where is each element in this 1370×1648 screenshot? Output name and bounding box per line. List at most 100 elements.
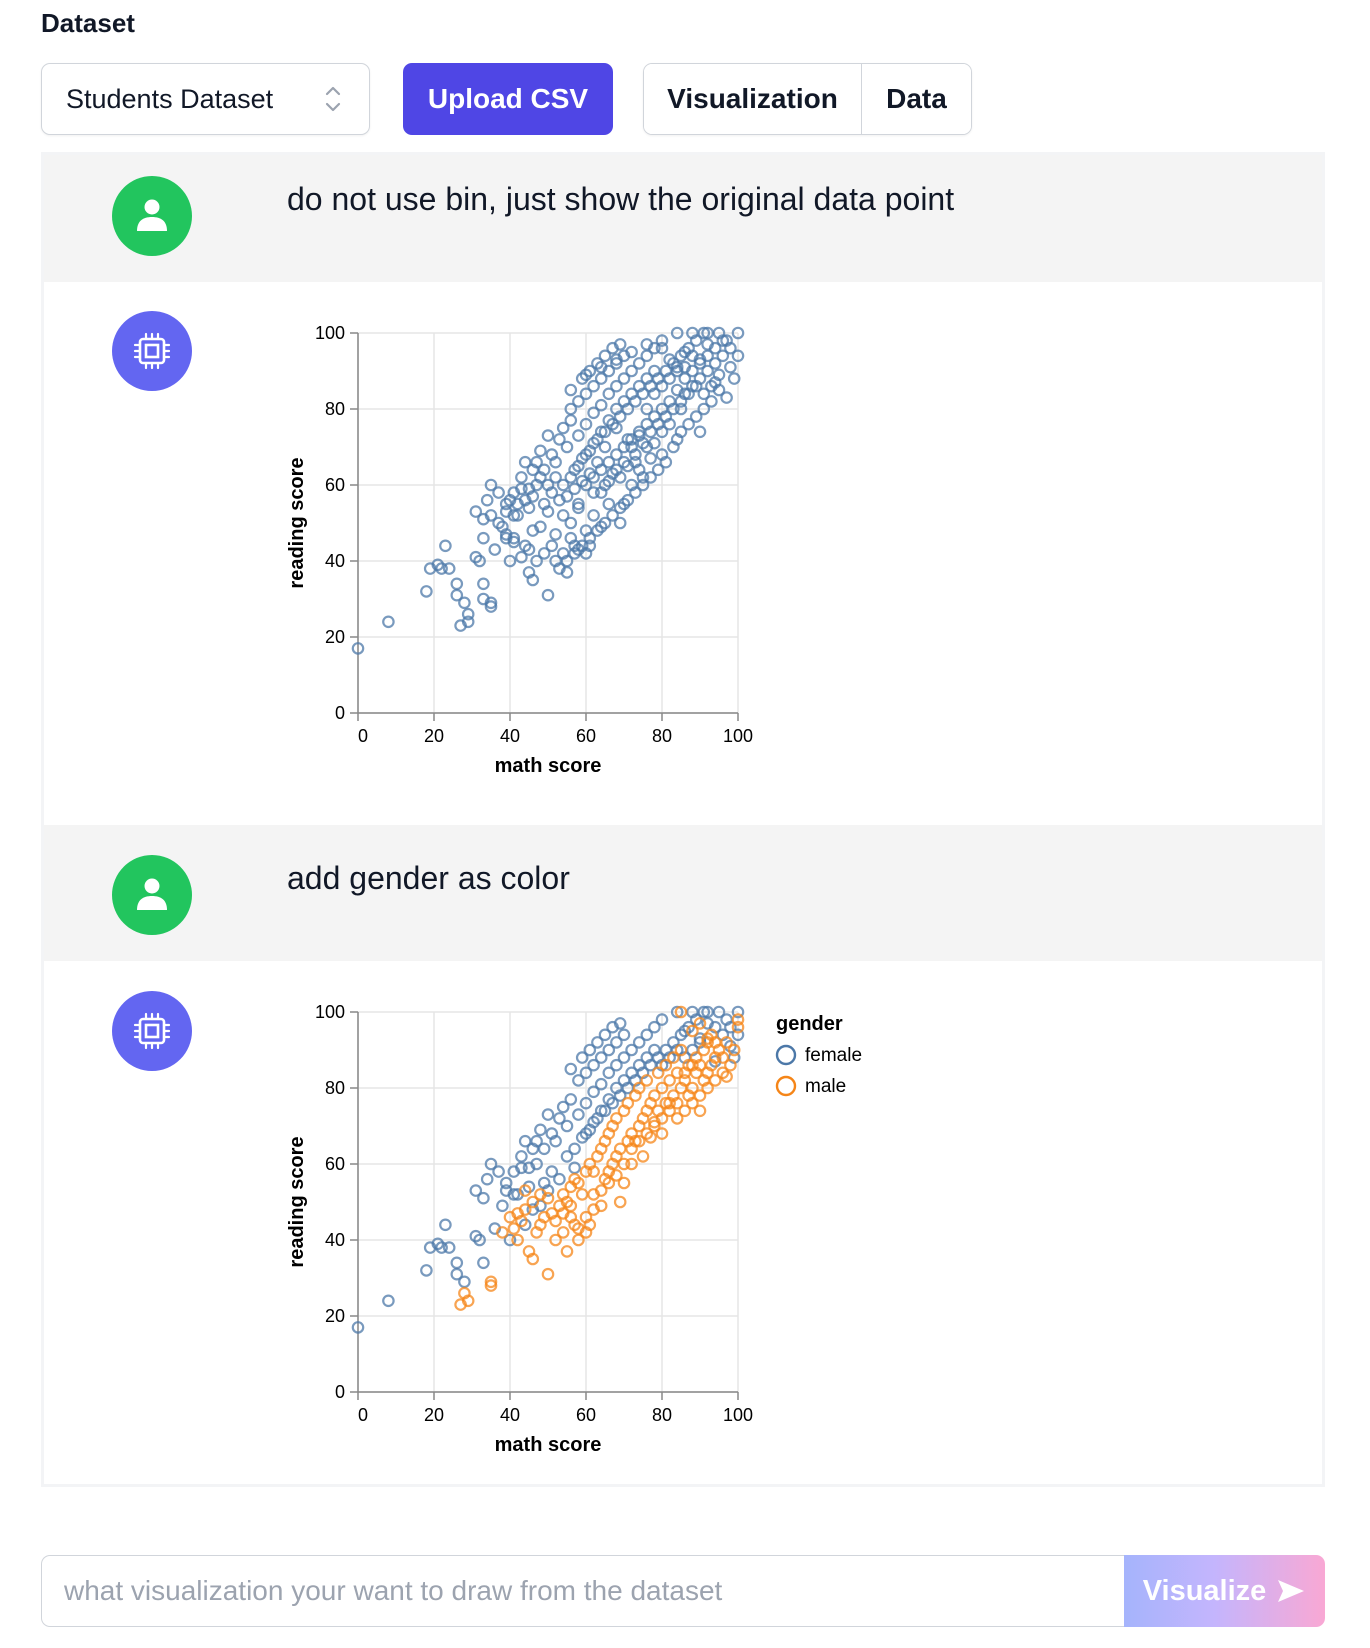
data-point: [442, 1241, 456, 1254]
data-point: [674, 395, 688, 408]
visualize-button-label: Visualize: [1142, 1574, 1267, 1607]
visualize-button[interactable]: Visualize: [1124, 1555, 1325, 1627]
data-point: [511, 1207, 524, 1220]
data-point: [541, 588, 555, 602]
data-point: [663, 353, 676, 366]
data-point: [537, 547, 551, 560]
data-point: [572, 429, 585, 442]
data-point: [697, 402, 711, 416]
x-tick-label: 40: [500, 1405, 520, 1425]
data-point: [594, 520, 608, 534]
data-point: [553, 1112, 566, 1125]
x-tick-label: 60: [576, 726, 596, 746]
data-point: [648, 1020, 661, 1034]
data-point: [583, 531, 597, 545]
data-point: [545, 1127, 559, 1140]
cpu-chip-icon: [133, 1012, 171, 1050]
data-point: [632, 357, 646, 370]
data-point: [473, 554, 486, 568]
data-point: [716, 334, 730, 347]
data-point: [610, 357, 623, 370]
dataset-select-value: Students Dataset: [66, 83, 274, 114]
data-point: [560, 1150, 574, 1163]
data-point: [697, 1005, 711, 1019]
data-point: [522, 543, 536, 556]
chevron-up-down-icon: [325, 86, 341, 112]
data-point: [727, 372, 741, 385]
data-point: [720, 1070, 733, 1083]
data-point: [568, 539, 581, 553]
data-point: [518, 1218, 532, 1232]
data-point: [594, 360, 608, 374]
assistant-avatar: [112, 311, 192, 391]
data-point: [435, 1241, 448, 1254]
upload-csv-button[interactable]: Upload CSV: [403, 63, 613, 135]
data-point: [587, 1085, 600, 1099]
data-point: [629, 448, 642, 461]
dataset-select[interactable]: Students Dataset: [41, 63, 370, 135]
data-point: [674, 349, 688, 363]
data-point: [575, 539, 589, 553]
data-point: [549, 1214, 562, 1228]
data-point: [591, 1036, 604, 1049]
data-point: [575, 1051, 589, 1064]
data-point: [568, 482, 581, 496]
data-point: [477, 1191, 490, 1205]
data-point: [731, 326, 745, 340]
data-point: [568, 463, 581, 477]
data-point: [731, 349, 745, 363]
user-message-text: do not use bin, just show the original d…: [287, 181, 955, 217]
prompt-bar: Visualize: [41, 1555, 1325, 1627]
data-point: [667, 402, 680, 416]
data-point: [450, 1256, 464, 1270]
data-point: [602, 1066, 616, 1080]
tab-visualization[interactable]: Visualization: [644, 64, 862, 134]
data-point: [492, 516, 505, 530]
data-point: [484, 509, 498, 522]
data-point: [450, 577, 464, 591]
data-point: [545, 1165, 559, 1178]
data-point: [351, 1321, 365, 1334]
data-point: [469, 505, 483, 518]
data-point: [686, 1024, 699, 1038]
dataset-label: Dataset: [41, 8, 135, 38]
data-point: [579, 1127, 593, 1140]
data-point: [617, 455, 631, 469]
data-point: [575, 1131, 589, 1144]
data-point: [697, 326, 711, 340]
data-point: [701, 1032, 714, 1045]
data-point: [689, 1013, 703, 1026]
data-point: [613, 471, 627, 484]
data-point: [716, 1051, 730, 1064]
data-point: [583, 364, 597, 378]
data-point: [496, 1199, 509, 1213]
data-point: [522, 1161, 536, 1175]
data-point: [587, 1203, 600, 1216]
data-point: [648, 1089, 661, 1102]
data-point: [461, 1294, 475, 1308]
data-point: [572, 395, 585, 408]
data-point: [579, 417, 593, 431]
data-point: [594, 1184, 608, 1197]
data-point: [549, 528, 562, 541]
data-point: [556, 478, 570, 492]
data-point: [598, 478, 612, 492]
data-point: [674, 1043, 688, 1057]
data-point: [689, 334, 703, 347]
data-point: [594, 463, 608, 477]
data-point: [724, 1039, 737, 1053]
tab-data[interactable]: Data: [862, 64, 971, 134]
data-point: [651, 1066, 665, 1080]
data-point: [655, 334, 669, 347]
data-point: [530, 455, 543, 469]
data-point: [575, 474, 589, 488]
prompt-input[interactable]: [41, 1555, 1124, 1627]
data-point: [526, 1195, 540, 1209]
data-point: [682, 417, 695, 431]
data-point: [621, 493, 635, 507]
y-tick-label: 60: [325, 475, 345, 495]
data-point: [667, 1051, 680, 1064]
data-point: [716, 1066, 730, 1080]
y-tick-label: 40: [325, 1230, 345, 1250]
data-point: [617, 497, 631, 511]
